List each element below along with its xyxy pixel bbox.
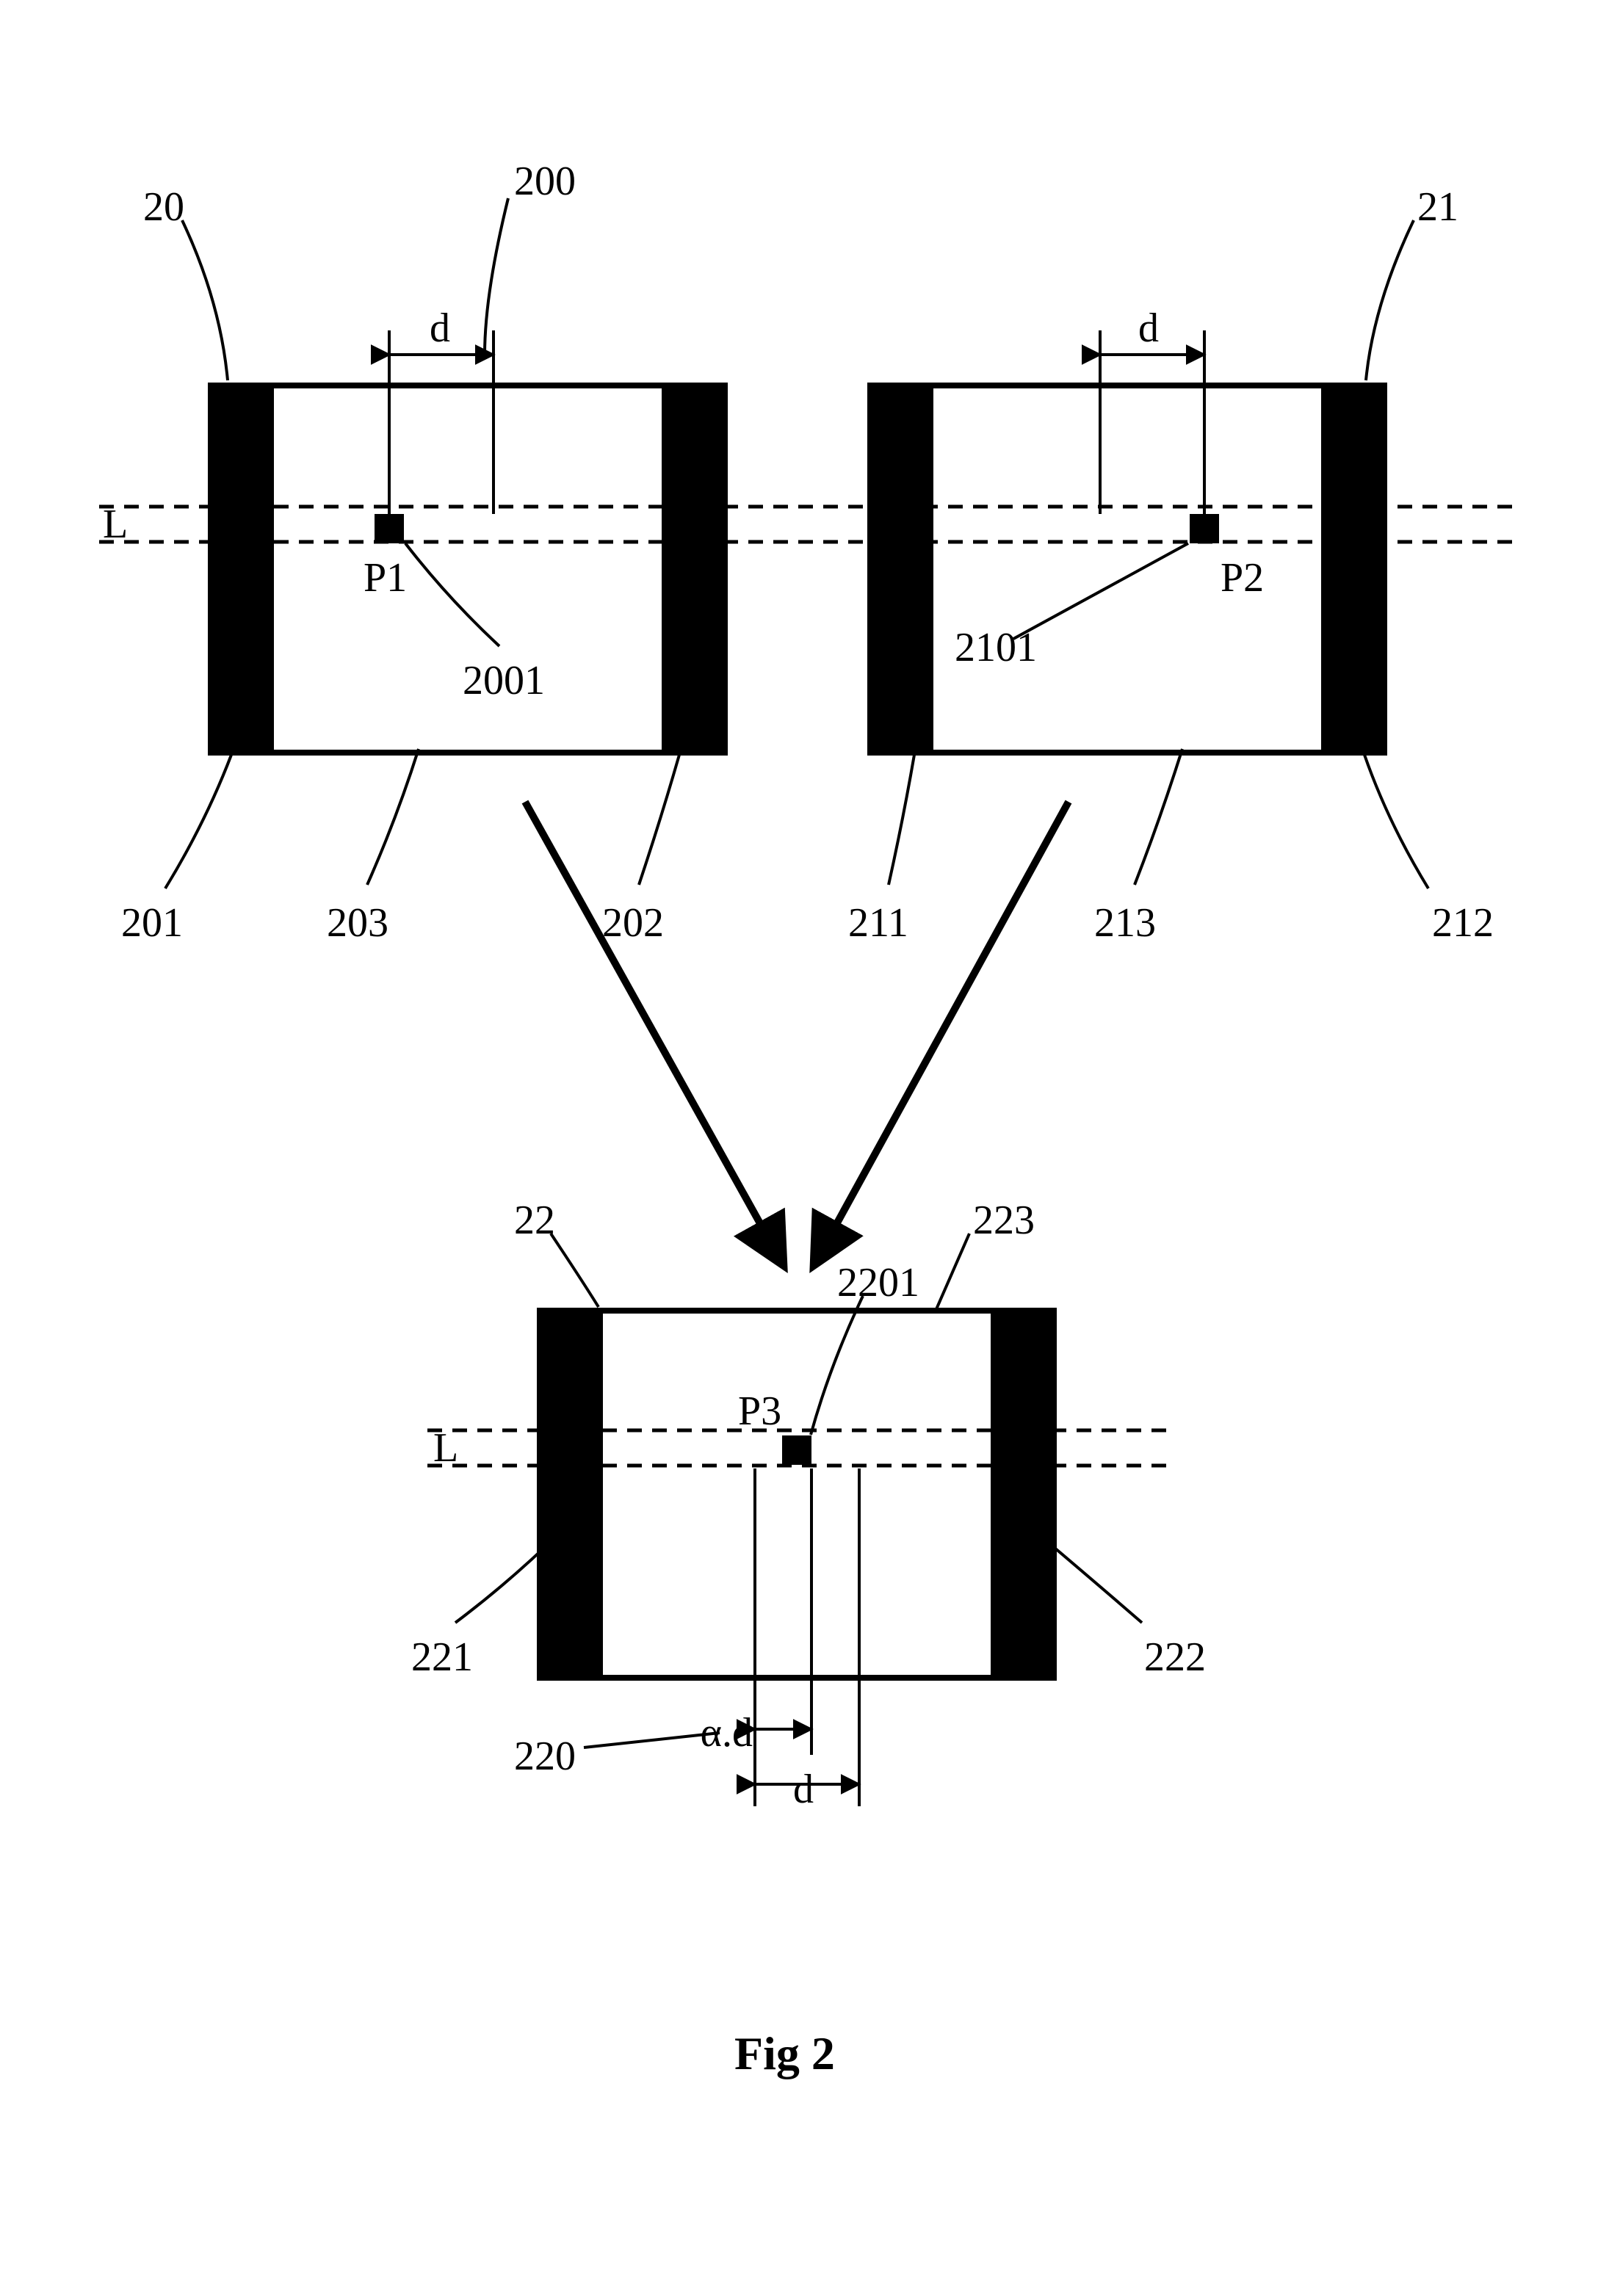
ref-20: 20 (143, 184, 184, 231)
band-211 (873, 388, 933, 750)
ref-2001: 2001 (463, 657, 545, 704)
band-201 (214, 388, 274, 750)
leader-212 (1364, 755, 1428, 888)
figure-page: 200 20 21 L d d P1 P2 2001 2101 201 203 … (0, 0, 1609, 2296)
ref-222: 222 (1144, 1634, 1206, 1681)
ref-22: 22 (514, 1197, 555, 1244)
ref-220: 220 (514, 1733, 576, 1780)
leader-2201 (811, 1296, 863, 1435)
box-22 (540, 1311, 1054, 1806)
ref-201: 201 (121, 899, 183, 946)
band-222 (991, 1314, 1051, 1675)
figure-caption: Fig 2 (734, 2027, 835, 2081)
ref-211: 211 (848, 899, 908, 946)
leader-21 (1366, 220, 1414, 380)
ref-202: 202 (602, 899, 664, 946)
merge-arrows (525, 802, 1069, 1263)
ref-21: 21 (1417, 184, 1458, 231)
band-202 (662, 388, 722, 750)
pixel-p1 (375, 514, 404, 543)
leaders (165, 198, 1428, 1748)
L-label-bottom: L (433, 1424, 458, 1471)
leader-203 (367, 749, 419, 885)
ref-221: 221 (411, 1634, 473, 1681)
figure-svg (0, 0, 1609, 2296)
leader-213 (1135, 749, 1182, 885)
L-label-top: L (103, 501, 128, 548)
ref-2201: 2201 (837, 1259, 919, 1306)
P2-label: P2 (1221, 554, 1264, 601)
d-label-bottom: d (793, 1766, 814, 1813)
leader-200 (485, 198, 508, 355)
P3-label: P3 (738, 1388, 781, 1435)
band-212 (1321, 388, 1381, 750)
leader-223 (936, 1234, 969, 1309)
ref-223: 223 (973, 1197, 1035, 1244)
ref-213: 213 (1094, 899, 1156, 946)
epipolar-lines-top (99, 507, 1513, 542)
leader-201 (165, 755, 231, 888)
leader-211 (889, 755, 914, 885)
d-label-right: d (1138, 305, 1159, 352)
leader-202 (639, 755, 679, 885)
d-label-left: d (430, 305, 450, 352)
ref-2101: 2101 (955, 624, 1037, 671)
P1-label: P1 (364, 554, 407, 601)
pixel-p3 (782, 1435, 811, 1465)
band-221 (543, 1314, 603, 1675)
leader-2101 (1013, 543, 1188, 639)
pixel-p2 (1190, 514, 1219, 543)
ref-200: 200 (514, 158, 576, 205)
leader-2001 (405, 543, 499, 646)
leader-20 (182, 220, 228, 380)
ref-212: 212 (1432, 899, 1494, 946)
alpha-d-label: α.d (657, 1709, 753, 1756)
leader-22 (551, 1234, 599, 1307)
ref-203: 203 (327, 899, 388, 946)
